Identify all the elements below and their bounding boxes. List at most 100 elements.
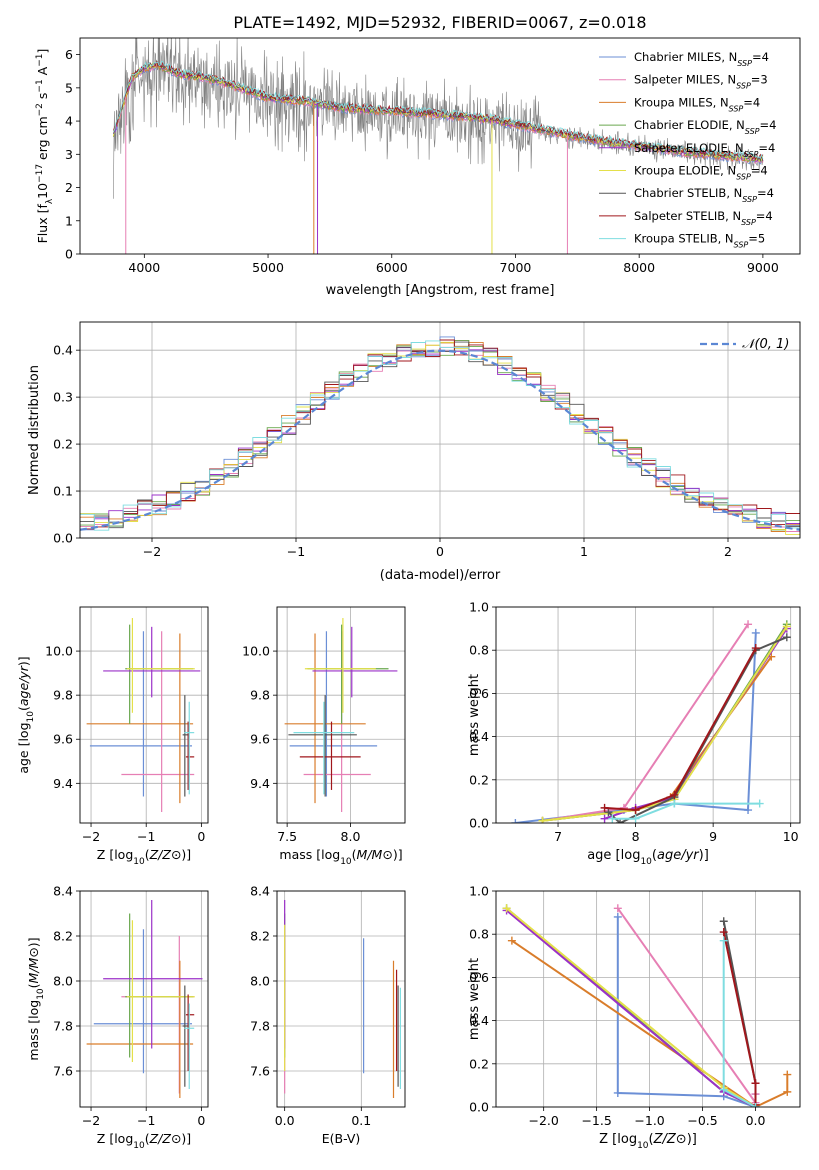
x-tick-label: 8000 — [623, 260, 655, 275]
axes-frame — [495, 606, 801, 824]
axes-frame — [79, 606, 209, 824]
weight-line — [612, 802, 760, 820]
legend-label: Chabrier MILES, NSSP=4 — [634, 50, 769, 68]
x-tick-label: 0 — [197, 1113, 205, 1128]
plot-area — [86, 900, 203, 1098]
weight-marker — [751, 628, 760, 637]
mass-weight-vs-age-panel: 7 8 9 10 0.0 0.2 0.4 0.6 0.8 1.0 mass weight age [l… — [467, 600, 801, 867]
x-tick-label: 9 — [709, 829, 717, 844]
plot-area — [284, 618, 398, 812]
y-tick-label: 8.0 — [250, 974, 270, 989]
weight-marker — [719, 936, 728, 945]
weight-marker — [719, 917, 728, 926]
weight-marker — [613, 912, 622, 921]
model-spectrum-8 — [113, 60, 764, 159]
x-tick-label: −1 — [137, 1113, 155, 1128]
y-axis-label: age [log10(age/yr)] — [16, 656, 36, 773]
weight-marker — [782, 633, 791, 642]
plot-area — [113, 38, 764, 254]
y-tick-label: 8.2 — [53, 929, 73, 944]
y-tick-label: 1.0 — [469, 600, 489, 615]
y-tick-label: 7.8 — [250, 1019, 270, 1034]
x-tick-label: −2 — [82, 829, 100, 844]
axes-frame — [79, 321, 801, 539]
weight-marker — [538, 816, 547, 823]
x-tick-label: −1 — [137, 829, 155, 844]
y-tick-label: 0.1 — [53, 484, 73, 499]
x-tick-label: −1.0 — [634, 1113, 664, 1128]
x-tick-label: 4000 — [128, 260, 160, 275]
plot-area — [511, 620, 791, 823]
x-tick-label: 6000 — [376, 260, 408, 275]
weight-marker — [783, 1087, 792, 1096]
y-tick-label: 9.6 — [53, 732, 73, 747]
mass-weight-vs-metallicity-panel: −2.0 −1.5 −1.0 −0.5 0.0 0.0 0.2 0.4 0.6 0.8 1.0 mas… — [467, 884, 801, 1151]
legend-label: Kroupa ELODIE, NSSP=4 — [634, 164, 768, 182]
weight-marker — [613, 1088, 622, 1097]
y-tick-label: 9.4 — [53, 776, 73, 791]
y-tick-label: 5 — [65, 80, 73, 95]
normal-curve — [80, 349, 800, 531]
y-axis-label: mass weight — [467, 674, 482, 756]
y-tick-label: 0.4 — [469, 729, 489, 744]
figure-title: PLATE=1492, MJD=52932, FIBERID=0067, z=0… — [233, 13, 646, 32]
weight-marker — [616, 819, 625, 823]
axes-frame — [79, 37, 801, 255]
y-axis-label: Normed distribution — [27, 365, 42, 495]
plot-area — [86, 618, 201, 812]
y-axis-label: mass weight — [467, 958, 482, 1040]
legend-label: Salpeter MILES, NSSP=3 — [634, 73, 768, 91]
axes-frame — [276, 890, 406, 1108]
x-tick-label: −2.0 — [528, 1113, 558, 1128]
weight-marker — [783, 1070, 792, 1079]
y-tick-label: 0.6 — [469, 686, 489, 701]
weight-marker — [755, 799, 764, 808]
y-tick-label: 0.2 — [469, 1056, 489, 1071]
weight-marker — [502, 904, 511, 913]
x-tick-label: 0 — [436, 544, 444, 559]
y-tick-label: 2 — [65, 180, 73, 195]
y-axis-label: Flux [fλ10−17 erg cm−2 s−1 A−1] — [35, 49, 55, 244]
weight-marker — [744, 620, 753, 629]
weight-marker — [604, 808, 613, 817]
y-tick-label: 0.4 — [469, 1013, 489, 1028]
y-tick-label: 8.2 — [250, 929, 270, 944]
residuals-panel: −2 −1 0 1 2 0.0 0.1 0.2 0.3 0.4 𝒩(0, 1) (data-model… — [27, 321, 801, 583]
y-tick-label: 0.2 — [469, 772, 489, 787]
legend-label: Chabrier STELIB, NSSP=4 — [634, 186, 774, 204]
y-tick-label: 4 — [65, 114, 73, 129]
x-tick-label: −1 — [287, 544, 305, 559]
weight-marker — [613, 904, 622, 913]
weight-marker — [744, 806, 753, 815]
axes-frame — [79, 890, 209, 1108]
x-tick-label: 1 — [580, 544, 588, 559]
x-axis-label: E(B-V) — [322, 1131, 361, 1146]
y-tick-label: 0.8 — [469, 643, 489, 658]
weight-marker — [511, 819, 520, 823]
x-axis-label: (data-model)/error — [380, 568, 501, 583]
legend-label: Salpeter STELIB, NSSP=4 — [634, 209, 773, 227]
x-tick-label: 8.0 — [341, 829, 361, 844]
weight-marker — [670, 790, 679, 799]
weight-marker — [719, 928, 728, 937]
weight-marker — [782, 622, 791, 631]
plot-area — [284, 900, 402, 1098]
mass-vs-extinction-panel: 0.0 0.1 7.6 7.8 8.0 8.2 8.4 E(B-V) — [250, 884, 406, 1146]
x-tick-label: 0 — [197, 829, 205, 844]
y-tick-label: 0.4 — [53, 343, 73, 358]
weight-marker — [631, 814, 640, 823]
x-tick-label: 7.5 — [277, 829, 297, 844]
axes-frame — [495, 890, 801, 1108]
y-tick-label: 6 — [65, 47, 73, 62]
x-tick-label: −2 — [143, 544, 161, 559]
x-tick-label: 7000 — [500, 260, 532, 275]
x-tick-label: 9000 — [747, 260, 779, 275]
spectrum-panel: 4000 5000 6000 7000 8000 9000 0 1 2 3 4 5 6 Chabrier … — [35, 37, 801, 298]
x-tick-label: −1.5 — [581, 1113, 611, 1128]
weight-marker — [751, 1079, 760, 1088]
weight-marker — [608, 814, 617, 823]
weight-marker — [751, 644, 760, 653]
y-tick-label: 10.0 — [242, 644, 270, 659]
y-tick-label: 0.0 — [469, 816, 489, 831]
weight-line — [542, 625, 788, 822]
